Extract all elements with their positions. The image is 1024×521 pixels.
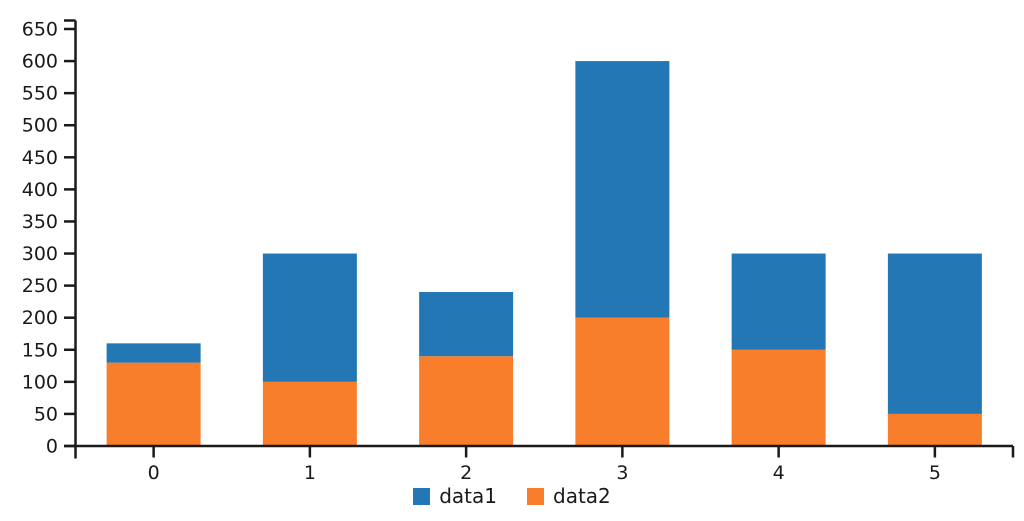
- chart-plot-area: 0 50 100 150 200 250 300 350 400 450 500 550 600 650 0…: [22, 19, 1015, 484]
- y-tick-label-100: 100: [22, 371, 58, 393]
- y-tick-label-600: 600: [22, 51, 58, 73]
- x-tick-label-3: 3: [616, 462, 628, 484]
- legend-label-data2: data2: [553, 484, 611, 508]
- x-tick-label-5: 5: [929, 462, 941, 484]
- bar-segment-data2-x2: [419, 356, 514, 446]
- chart-legend: data1 data2: [0, 484, 1024, 521]
- y-tick-label-300: 300: [22, 243, 58, 265]
- bar-segment-data1-x0: [106, 343, 201, 363]
- bar-segment-data2-x1: [262, 381, 357, 446]
- y-tick-label-550: 550: [22, 83, 58, 105]
- y-tick-label-250: 250: [22, 275, 58, 297]
- y-tick-label-0: 0: [46, 436, 58, 458]
- y-tick-label-650: 650: [22, 19, 58, 41]
- y-tick-label-50: 50: [34, 403, 58, 425]
- legend-item-data2: data2: [527, 484, 611, 508]
- y-tick-label-400: 400: [22, 179, 58, 201]
- legend-item-data1: data1: [413, 484, 497, 508]
- bar-segment-data1-x2: [419, 292, 514, 357]
- bar-segment-data2-x4: [731, 349, 826, 446]
- bar-segment-data1-x5: [887, 253, 982, 414]
- y-tick-label-500: 500: [22, 115, 58, 137]
- bar-segment-data1-x4: [731, 253, 826, 350]
- bar-segment-data2-x0: [106, 362, 201, 446]
- bar-segment-data1-x1: [262, 253, 357, 382]
- bar-segment-data2-x5: [887, 413, 982, 446]
- x-tick-label-0: 0: [148, 462, 160, 484]
- y-tick-label-200: 200: [22, 307, 58, 329]
- legend-swatch-data1-icon: [413, 488, 431, 505]
- bar-segment-data2-x3: [575, 317, 670, 446]
- legend-label-data1: data1: [439, 484, 497, 508]
- y-tick-label-150: 150: [22, 339, 58, 361]
- x-tick-label-2: 2: [460, 462, 472, 484]
- y-tick-label-350: 350: [22, 211, 58, 233]
- y-tick-label-450: 450: [22, 147, 58, 169]
- x-tick-label-4: 4: [773, 462, 785, 484]
- legend-swatch-data2-icon: [527, 488, 544, 505]
- x-tick-label-1: 1: [304, 462, 316, 484]
- bar-segment-data1-x3: [575, 61, 670, 318]
